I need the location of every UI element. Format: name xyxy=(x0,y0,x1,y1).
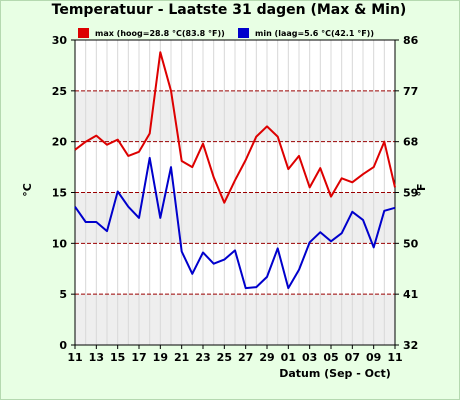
y-tick-label-left: 30 xyxy=(52,34,68,47)
x-tick-label: 07 xyxy=(345,351,360,364)
y-tick-label-right: 32 xyxy=(403,339,418,352)
x-tick-label: 03 xyxy=(302,351,317,364)
x-tick-label: 27 xyxy=(238,351,253,364)
x-tick-label: 11 xyxy=(387,351,402,364)
x-tick-label: 17 xyxy=(131,351,146,364)
x-tick-label: 25 xyxy=(217,351,232,364)
y-tick-label-right: 68 xyxy=(403,136,418,149)
y-tick-label-left: 20 xyxy=(52,136,68,149)
x-tick-label: 11 xyxy=(67,351,82,364)
x-tick-label: 13 xyxy=(89,351,104,364)
x-tick-label: 09 xyxy=(366,351,381,364)
x-tick-label: 05 xyxy=(323,351,338,364)
series-line-max xyxy=(74,51,396,204)
x-tick-label: 01 xyxy=(281,351,296,364)
y-tick-label-right: 77 xyxy=(403,85,418,98)
y-tick-label-right: 86 xyxy=(403,34,419,47)
y-tick-label-left: 15 xyxy=(52,187,67,200)
x-tick-label: 19 xyxy=(153,351,168,364)
legend-swatch-1 xyxy=(238,28,249,38)
x-axis-label: Datum (Sep - Oct) xyxy=(279,367,391,380)
y-axis-label-left: °C xyxy=(21,183,34,197)
legend-swatch-0 xyxy=(78,28,89,38)
y-tick-label-left: 25 xyxy=(52,85,67,98)
y-axis-label-right: °F xyxy=(415,183,428,196)
y-tick-label-left: 0 xyxy=(59,339,67,352)
y-tick-label-right: 41 xyxy=(403,288,418,301)
chart-title: Temperatuur - Laatste 31 dagen (Max & Mi… xyxy=(51,2,407,18)
y-tick-label-left: 10 xyxy=(52,237,68,250)
x-tick-label: 15 xyxy=(110,351,125,364)
y-tick-label-right: 50 xyxy=(403,237,419,250)
legend-label-1: min (laag=5.6 °C(42.1 °F)) xyxy=(255,29,374,38)
series-line-min xyxy=(74,156,396,290)
x-tick-label: 29 xyxy=(259,351,274,364)
legend-label-0: max (hoog=28.8 °C(83.8 °F)) xyxy=(95,29,225,38)
x-tick-label: 23 xyxy=(195,351,210,364)
x-tick-label: 21 xyxy=(174,351,189,364)
y-tick-label-left: 5 xyxy=(59,288,67,301)
y-tick-label-right: 59 xyxy=(403,187,418,200)
